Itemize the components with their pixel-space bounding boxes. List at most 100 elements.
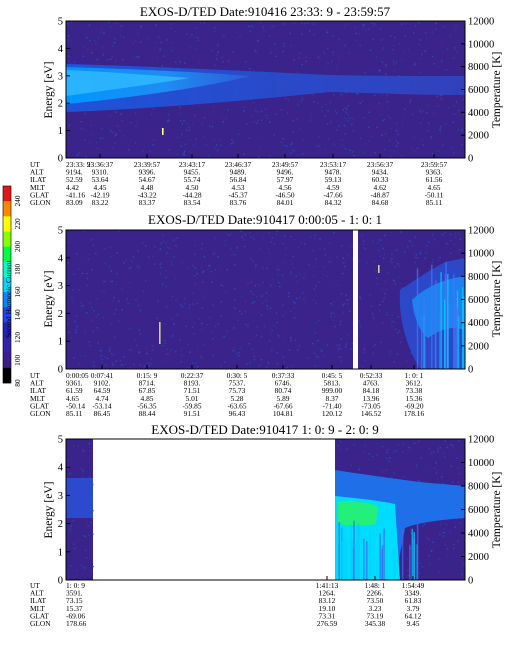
speckle [415, 464, 418, 466]
streak [457, 316, 460, 369]
speckle [363, 246, 365, 249]
speckle [70, 503, 72, 505]
colorbar-swatch [3, 201, 11, 217]
speckle [401, 121, 404, 123]
speckle [199, 104, 201, 107]
speckle [84, 549, 87, 551]
info-cell: 64.59 [94, 386, 111, 395]
speckle [320, 349, 322, 351]
info-cell: 67.85 [139, 386, 156, 395]
speckle [380, 341, 382, 343]
speckle [123, 356, 125, 358]
speckle [71, 39, 73, 42]
speckle [243, 153, 245, 155]
info-cell: 55.74 [184, 175, 201, 184]
info-cell: 4.42 [66, 183, 79, 192]
speckle [165, 306, 168, 308]
streak [421, 315, 423, 369]
speckle [348, 52, 351, 54]
speckle [385, 469, 387, 471]
speckle [276, 351, 278, 354]
speckle [358, 468, 360, 470]
speckle [282, 315, 284, 317]
speckle [393, 150, 395, 152]
speckle [237, 133, 240, 136]
streak [393, 547, 395, 580]
speckle [91, 51, 93, 54]
speckle [301, 96, 304, 99]
speckle [318, 145, 320, 147]
speckle [88, 24, 91, 26]
info-row-label: GLAT [30, 611, 49, 620]
speckle [326, 275, 328, 277]
speckle [409, 447, 411, 449]
speckle [187, 366, 189, 369]
speckle [444, 455, 446, 458]
speckle [192, 362, 194, 364]
streak [381, 545, 384, 580]
info-row-label: ALT [30, 379, 44, 388]
speckle [73, 273, 75, 275]
speckle [281, 137, 284, 140]
y-tick-label: 2 [58, 99, 63, 110]
speckle [121, 137, 124, 139]
speckle [440, 94, 443, 97]
speckle [110, 256, 112, 258]
speckle [262, 267, 264, 270]
speckle [379, 28, 382, 30]
speckle [220, 144, 222, 147]
speckle [95, 42, 97, 45]
speckle [321, 350, 323, 352]
speckle [253, 355, 255, 358]
speckle [372, 240, 374, 242]
speckle [346, 448, 348, 451]
speckle [208, 316, 211, 319]
y2-tick-label: 12000 [468, 17, 494, 28]
speckle [418, 71, 421, 74]
speckle [247, 282, 249, 284]
speckle [248, 68, 251, 70]
speckle [302, 292, 304, 294]
speckle [194, 283, 196, 285]
speckle [193, 114, 196, 116]
speckle [247, 342, 249, 345]
speckle [395, 140, 398, 142]
info-cell: -69.20 [404, 401, 423, 410]
speckle [271, 349, 273, 352]
speckle [227, 234, 229, 236]
speckle [212, 338, 214, 340]
speckle [442, 532, 444, 534]
speckle [244, 300, 247, 302]
info-cell: 5.89 [277, 394, 290, 403]
speckle [306, 22, 309, 24]
speckle [317, 102, 319, 105]
speckle [99, 31, 102, 34]
info-cell: 0:45: 5 [322, 371, 343, 380]
speckle [265, 292, 268, 294]
speckle [302, 138, 304, 141]
speckle [381, 61, 384, 63]
streak [431, 264, 433, 369]
speckle [188, 126, 190, 128]
speckle [145, 346, 148, 349]
speckle [83, 535, 85, 537]
speckle [179, 106, 181, 109]
speckle [444, 231, 446, 234]
speckle [358, 33, 361, 35]
speckle [304, 243, 306, 245]
speckle [299, 274, 301, 276]
speckle [249, 258, 252, 260]
speckle [332, 35, 334, 37]
speckle [184, 143, 187, 146]
info-cell: 999.00 [322, 386, 343, 395]
info-cell: 23:46:37 [225, 160, 252, 169]
speckle [166, 119, 169, 122]
speckle [170, 261, 173, 263]
info-cell: 83.09 [66, 198, 83, 207]
speckle [378, 309, 381, 312]
speckle [214, 64, 216, 67]
info-cell: 6746. [275, 379, 292, 388]
info-cell: 3591. [66, 589, 83, 598]
speckle [181, 354, 183, 357]
info-cell: 5813. [324, 379, 341, 388]
